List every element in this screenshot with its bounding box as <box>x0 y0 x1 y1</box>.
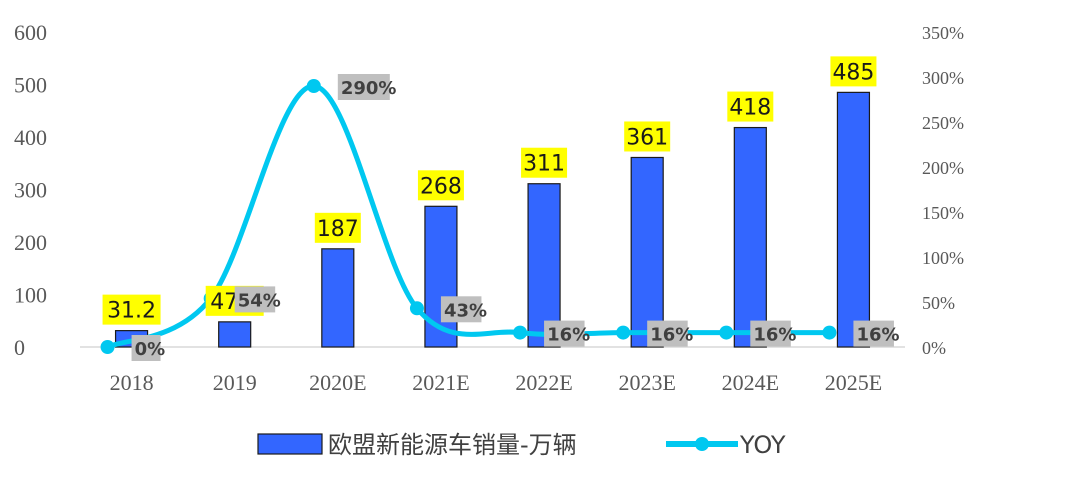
right-axis-tick-label: 350% <box>922 23 964 43</box>
left-axis-tick-label: 200 <box>14 230 47 255</box>
yoy-point <box>616 325 631 340</box>
x-axis-tick-label: 2025E <box>825 370 882 395</box>
right-axis-tick-label: 100% <box>922 248 964 268</box>
yoy-point <box>513 325 528 340</box>
right-axis-tick-label: 50% <box>922 293 955 313</box>
bar-label-bg <box>314 212 361 243</box>
bar <box>321 248 355 348</box>
right-axis-tick-label: 200% <box>922 158 964 178</box>
x-axis-tick-label: 2022E <box>515 370 572 395</box>
yoy-data-labels: 0% 54% 290% 43% 16% 16% 16% 16% <box>131 74 900 361</box>
left-axis-tick-label: 100 <box>14 283 47 308</box>
bar <box>527 183 561 348</box>
bar-label-bg <box>727 91 774 122</box>
yoy-data-label: 54% <box>238 290 281 311</box>
x-axis-tick-label: 2024E <box>722 370 779 395</box>
yoy-label-bg <box>544 320 585 347</box>
legend-line-marker <box>695 437 709 451</box>
left-axis-tick-label: 0 <box>14 335 25 360</box>
yoy-label-bg <box>131 335 161 361</box>
legend: 欧盟新能源车销量-万辆 YOY <box>257 431 786 459</box>
yoy-label-bg <box>750 320 791 347</box>
bar <box>733 126 767 348</box>
bar-data-label: 187 <box>317 217 359 242</box>
left-axis: 0 100 200 300 400 500 600 <box>14 20 47 360</box>
bar-label-bg <box>417 170 464 201</box>
yoy-data-label: 16% <box>650 325 693 346</box>
yoy-data-label: 16% <box>856 325 899 346</box>
yoy-point <box>409 301 424 316</box>
bar-data-label: 485 <box>832 60 874 85</box>
bar <box>836 91 871 348</box>
bar-label-bg <box>521 147 568 178</box>
yoy-data-label: 43% <box>444 300 487 321</box>
yoy-point <box>100 340 115 354</box>
bar-label-bg <box>830 56 877 87</box>
left-axis-tick-label: 400 <box>14 125 47 150</box>
legend-line-label: YOY <box>739 431 786 459</box>
right-axis-tick-label: 150% <box>922 203 964 223</box>
yoy-label-bg <box>647 320 688 347</box>
bar-data-label: 418 <box>729 96 771 121</box>
bar-data-label: 268 <box>420 174 462 199</box>
left-axis-tick-label: 600 <box>14 20 47 45</box>
legend-bar-label: 欧盟新能源车销量-万辆 <box>328 431 577 459</box>
yoy-label-bg <box>337 74 390 100</box>
legend-bar-swatch <box>257 433 323 455</box>
x-axis-tick-label: 2018 <box>110 370 154 395</box>
x-axis-tick-label: 2023E <box>618 370 675 395</box>
x-axis-tick-label: 2020E <box>309 370 366 395</box>
yoy-point <box>719 325 734 340</box>
yoy-point <box>306 79 321 93</box>
right-axis: 0% 50% 100% 150% 200% 250% 300% 350% <box>922 23 964 358</box>
left-axis-tick-label: 500 <box>14 73 47 98</box>
yoy-label-bg <box>234 286 276 313</box>
yoy-point <box>822 325 837 340</box>
bar-data-label: 361 <box>626 125 668 150</box>
yoy-label-bg <box>853 320 894 347</box>
right-axis-tick-label: 250% <box>922 113 964 133</box>
yoy-data-label: 0% <box>135 339 166 360</box>
yoy-data-label: 290% <box>341 78 397 99</box>
x-axis-tick-label: 2021E <box>412 370 469 395</box>
x-axis: 2018 2019 2020E 2021E 2022E 2023E 2024E 2025E <box>110 370 883 395</box>
left-axis-tick-label: 300 <box>14 178 47 203</box>
bar-label-bg <box>102 294 161 325</box>
yoy-label-bg <box>440 296 482 323</box>
bar-data-label: 31.2 <box>107 299 156 324</box>
yoy-data-label: 16% <box>753 325 796 346</box>
x-axis-tick-label: 2019 <box>213 370 257 395</box>
bar-data-label: 311 <box>523 152 565 177</box>
bar <box>630 156 664 348</box>
yoy-data-label: 16% <box>547 325 590 346</box>
bar-label-bg <box>624 121 671 152</box>
bar <box>218 321 252 348</box>
right-axis-tick-label: 300% <box>922 68 964 88</box>
right-axis-tick-label: 0% <box>922 338 946 358</box>
